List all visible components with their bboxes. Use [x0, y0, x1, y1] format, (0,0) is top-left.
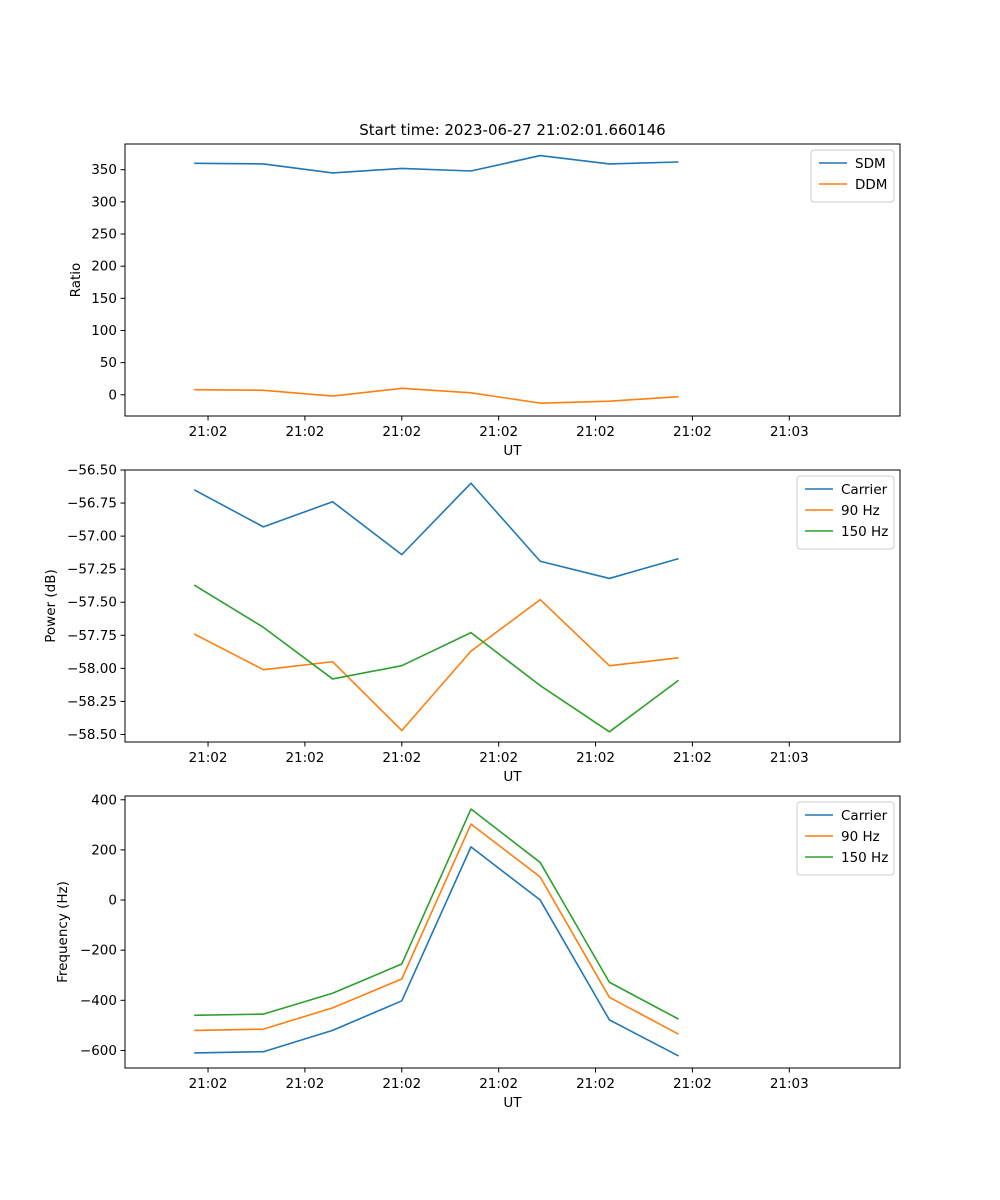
subplot-power: 21:02 21:02 21:02 21:02 21:02 21:02 21:03 −56.5… [43, 463, 901, 785]
legend-label: DDM [855, 177, 887, 193]
y-tick-label: −400 [80, 993, 117, 1009]
legend-label: 150 Hz [841, 524, 888, 540]
y-tick-label: −200 [80, 943, 117, 959]
x-tick-label: 21:02 [673, 750, 712, 766]
y-axis-label-ratio: Ratio [68, 263, 84, 298]
x-tick-label: 21:02 [576, 1076, 615, 1092]
x-tick-label: 21:02 [479, 750, 518, 766]
x-axis-label-frequency: UT [503, 1095, 522, 1111]
y-tick-label: 100 [91, 323, 117, 339]
x-tick-label: 21:02 [673, 1076, 712, 1092]
y-tick-label: −57.00 [67, 529, 117, 545]
x-tick-label: 21:02 [285, 750, 324, 766]
y-tick-label: −58.00 [67, 661, 117, 677]
x-tick-label: 21:02 [382, 1076, 421, 1092]
x-tick-label: 21:03 [770, 1076, 809, 1092]
subplots: 21:02 21:02 21:02 21:02 21:02 21:02 21:03 0 50 10… [43, 143, 901, 1111]
y-axis-label-power: Power (dB) [43, 569, 59, 642]
y-tick-label: −600 [80, 1043, 117, 1059]
legend-label: 90 Hz [841, 829, 880, 845]
y-tick-label: 300 [91, 194, 117, 210]
legend-label: Carrier [841, 808, 888, 824]
x-axis-label-power: UT [503, 769, 522, 785]
y-tick-label: −57.25 [67, 562, 117, 578]
series-line-90-hz [193, 598, 679, 732]
legend-power: Carrier 90 Hz 150 Hz [796, 475, 895, 550]
y-axis-label-frequency: Frequency (Hz) [55, 881, 71, 983]
x-tick-label: 21:02 [189, 750, 228, 766]
subplot-frequency: 21:02 21:02 21:02 21:02 21:02 21:02 21:03 −600 −… [55, 792, 901, 1111]
x-tick-label: 21:02 [479, 1076, 518, 1092]
y-tick-label: 200 [91, 259, 117, 275]
series-line-carrier [193, 482, 679, 580]
y-tick-label: 150 [91, 291, 117, 307]
x-tick-label: 21:02 [576, 424, 615, 440]
chart-title: Start time: 2023-06-27 21:02:01.660146 [359, 121, 665, 139]
x-axis-label-ratio: UT [503, 443, 522, 459]
y-tick-label: −56.50 [67, 463, 117, 479]
axes-frame-power [124, 469, 901, 743]
x-tick-label: 21:02 [382, 750, 421, 766]
x-tick-label: 21:03 [770, 750, 809, 766]
subplot-ratio: 21:02 21:02 21:02 21:02 21:02 21:02 21:03 0 50 10… [68, 143, 901, 459]
legend-frequency: Carrier 90 Hz 150 Hz [796, 801, 895, 876]
x-tick-label: 21:02 [576, 750, 615, 766]
legend-label: 150 Hz [841, 850, 888, 866]
y-tick-label: 250 [91, 227, 117, 243]
series-line-sdm [194, 154, 679, 174]
series-line-150-hz [193, 584, 680, 733]
series-line-150-hz [194, 808, 679, 1020]
legend-ratio: SDM DDM [810, 149, 895, 203]
y-tick-label: 200 [91, 842, 117, 858]
series-line-ddm [194, 387, 679, 404]
legend-label: 90 Hz [841, 503, 880, 519]
x-tick-label: 21:02 [189, 1076, 228, 1092]
y-tick-label: 400 [91, 792, 117, 808]
x-tick-label: 21:02 [479, 424, 518, 440]
y-tick-label: 350 [91, 162, 117, 178]
y-tick-label: 0 [108, 893, 117, 909]
y-tick-label: 50 [100, 355, 117, 371]
series-line-90-hz [194, 823, 679, 1035]
x-tick-label: 21:02 [382, 424, 421, 440]
legend-label: SDM [855, 156, 886, 172]
y-tick-label: −56.75 [67, 496, 117, 512]
y-tick-label: −58.25 [67, 694, 117, 710]
x-tick-label: 21:02 [285, 1076, 324, 1092]
y-tick-label: −57.75 [67, 628, 117, 644]
legend-label: Carrier [841, 482, 888, 498]
x-tick-label: 21:02 [673, 424, 712, 440]
axes-frame-ratio [124, 143, 901, 417]
y-tick-label: 0 [108, 387, 117, 403]
series-line-carrier [194, 846, 679, 1057]
x-tick-label: 21:02 [285, 424, 324, 440]
y-tick-label: −57.50 [67, 595, 117, 611]
y-tick-label: −58.50 [67, 727, 117, 743]
axes-frame-frequency [124, 795, 901, 1069]
x-tick-label: 21:03 [770, 424, 809, 440]
x-tick-label: 21:02 [189, 424, 228, 440]
